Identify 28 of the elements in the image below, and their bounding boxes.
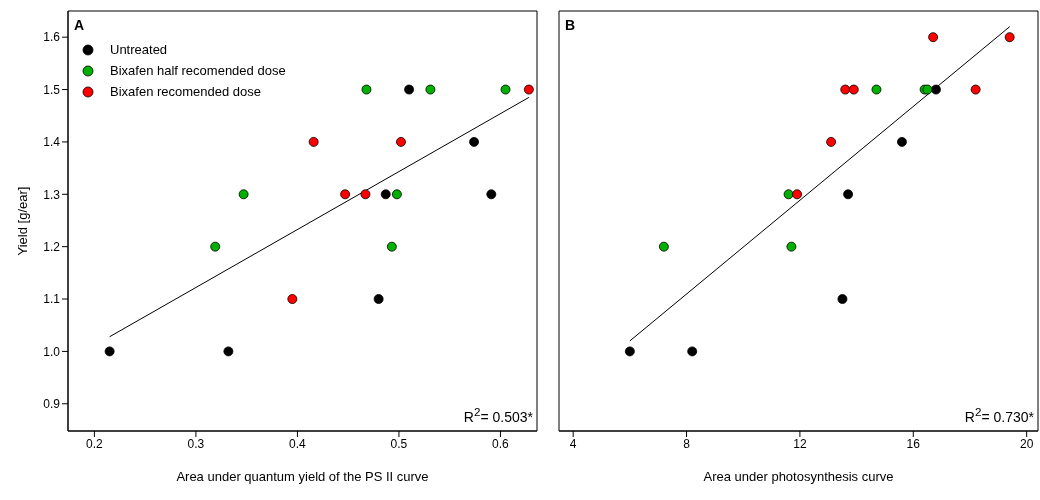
x-tick-label: 4 xyxy=(569,436,577,451)
y-tick-label: 1.5 xyxy=(43,82,61,97)
x-tick-label: 0.2 xyxy=(86,436,104,451)
x-tick-label: 12 xyxy=(793,436,807,451)
legend-label: Bixafen half recomended dose xyxy=(110,63,286,78)
y-tick-label: 1.6 xyxy=(43,30,61,45)
x-axis-title: Area under photosynthesis curve xyxy=(703,469,894,484)
y-tick-label: 1.1 xyxy=(43,292,61,307)
x-tick-label: 0.5 xyxy=(390,436,408,451)
x-tick-label: 8 xyxy=(683,436,691,451)
x-tick-label: 0.6 xyxy=(492,436,510,451)
legend-label: Bixafen recomended dose xyxy=(110,84,262,99)
x-tick-label: 20 xyxy=(1019,436,1034,451)
y-tick-label: 1.4 xyxy=(43,135,61,150)
y-tick-label: 1.2 xyxy=(43,239,61,254)
annotation: R$^{2}$= 0.503* xyxy=(463,405,533,425)
annotation: B xyxy=(565,17,576,33)
y-tick-label: 1.0 xyxy=(43,344,61,359)
legend-label: Untreated xyxy=(110,42,168,57)
annotation: A xyxy=(74,17,85,33)
y-axis-title: Yield [g/ear] xyxy=(14,186,30,256)
annotation: R$^{2}$= 0.730* xyxy=(964,405,1034,425)
x-tick-label: 0.3 xyxy=(187,436,205,451)
y-tick-label: 1.3 xyxy=(43,187,61,202)
x-axis-title: Area under quantum yield of the PS II curve xyxy=(176,469,429,484)
x-tick-label: 16 xyxy=(906,436,921,451)
y-tick-label: 0.9 xyxy=(43,397,61,412)
x-tick-label: 0.4 xyxy=(289,436,307,451)
